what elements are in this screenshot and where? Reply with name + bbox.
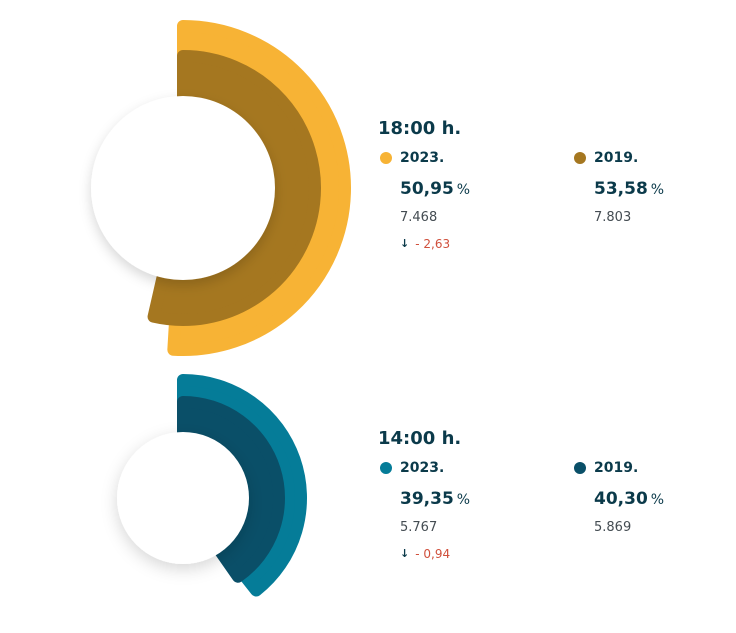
series-year: 2023.: [400, 150, 445, 166]
series-2023: 2023. 50,95% 7.468 ↓ - 2,63: [380, 149, 560, 252]
legend-dot-2023: [380, 462, 392, 474]
donut-hole: [91, 96, 275, 280]
chart-title: 18:00 h.: [378, 118, 462, 139]
series-year: 2019.: [594, 460, 639, 476]
series-count: 5.767: [400, 520, 438, 535]
series-2019: 2019. 53,58% 7.803: [574, 149, 736, 227]
series-percent: 40,30: [594, 489, 648, 509]
legend-dot-2019: [574, 462, 586, 474]
chart-panel-1400: 14:00 h. 2023. 39,35% 5.767 ↓ - 0,94 201…: [0, 360, 736, 633]
percent-unit: %: [650, 492, 665, 508]
series-count: 7.468: [400, 210, 438, 225]
percent-unit: %: [650, 182, 665, 198]
series-delta: ↓ - 2,63: [400, 236, 560, 252]
series-count: 5.869: [594, 520, 632, 535]
legend-1800: 18:00 h. 2023. 50,95% 7.468 ↓ - 2,63 201…: [378, 117, 718, 251]
series-2023: 2023. 39,35% 5.767 ↓ - 0,94: [380, 459, 560, 562]
series-year: 2023.: [400, 460, 445, 476]
series-percent: 53,58: [594, 179, 648, 199]
delta-value: - 2,63: [415, 237, 451, 251]
series-percent: 39,35: [400, 489, 454, 509]
percent-unit: %: [456, 492, 471, 508]
donut-hole: [117, 432, 249, 564]
arrow-down-icon: ↓: [400, 547, 410, 560]
donut-chart-1800: [91, 20, 352, 356]
series-count: 7.803: [594, 210, 632, 225]
series-year: 2019.: [594, 150, 639, 166]
legend-dot-2023: [380, 152, 392, 164]
chart-title: 14:00 h.: [378, 428, 462, 449]
series-percent: 50,95: [400, 179, 454, 199]
arrow-down-icon: ↓: [400, 237, 410, 250]
donut-chart-1400: [117, 374, 307, 597]
legend-1400: 14:00 h. 2023. 39,35% 5.767 ↓ - 0,94 201…: [378, 427, 718, 561]
series-delta: ↓ - 0,94: [400, 546, 560, 562]
delta-value: - 0,94: [415, 547, 451, 561]
chart-panel-1800: 18:00 h. 2023. 50,95% 7.468 ↓ - 2,63 201…: [91, 20, 718, 356]
legend-dot-2019: [574, 152, 586, 164]
series-2019: 2019. 40,30% 5.869: [574, 459, 736, 537]
percent-unit: %: [456, 182, 471, 198]
